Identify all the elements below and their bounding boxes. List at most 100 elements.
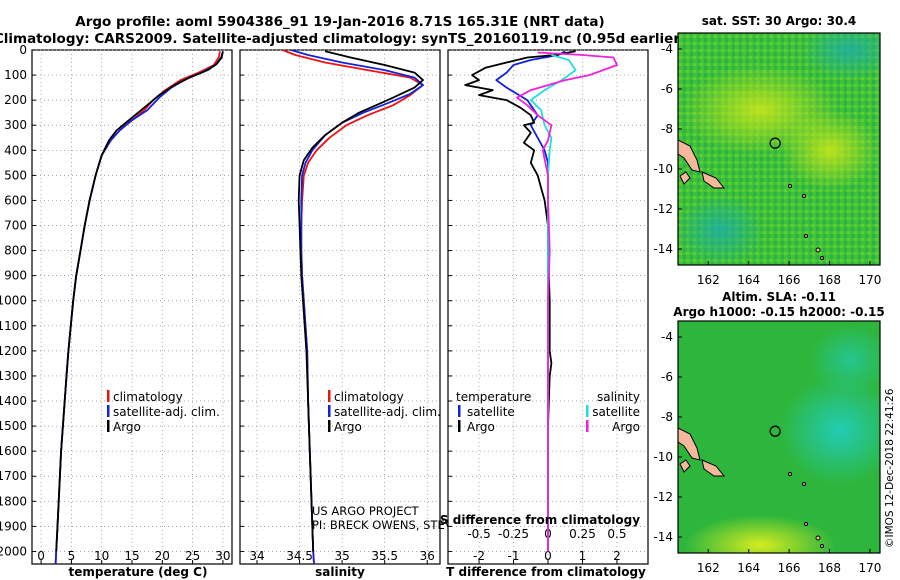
difference-panel: -2 -1 0 1 2 -0.5 -0.25 0 0.25 0.5 S difference f… — [440, 49, 649, 579]
sla-high-patch-2 — [810, 325, 880, 395]
x-tick-label: 34 — [249, 549, 264, 563]
legend-label-t-argo: Argo — [467, 420, 495, 434]
lat-tick-label: -8 — [661, 122, 673, 136]
legend-header-salinity: salinity — [597, 390, 640, 404]
legend-swatch-t-argo — [458, 420, 461, 432]
depth-tick-label: 1200 — [0, 344, 27, 358]
legend-swatch-s-argo — [586, 420, 589, 432]
salinity-tick-labels: 34 34.5 35 35.5 36 — [249, 549, 434, 563]
x-tick-label: 30 — [215, 549, 230, 563]
figure-title-line-2: Climatology: CARS2009. Satellite-adjuste… — [0, 31, 686, 47]
lon-tick-label: 162 — [697, 273, 720, 287]
x-tick-label: 0 — [544, 549, 552, 563]
legend-label-t-satellite: satellite — [467, 405, 515, 419]
x-tick-label: 25 — [185, 549, 200, 563]
depth-tick-label: 1400 — [0, 394, 27, 408]
temperature-axis-label: temperature (deg C) — [69, 565, 208, 579]
depth-tick-label: 300 — [4, 118, 27, 132]
depth-tick-label: 100 — [4, 68, 27, 82]
depth-tick-label: 1300 — [0, 369, 27, 383]
legend-label-climatology: climatology — [113, 390, 183, 404]
x-tick-label: 35 — [334, 549, 349, 563]
salinity-plot-frame — [239, 49, 441, 565]
x2-tick-label: -0.25 — [498, 527, 529, 541]
coastlines — [678, 139, 824, 260]
depth-tick-label: 1700 — [0, 469, 27, 483]
lon-tick-label: 164 — [737, 561, 760, 575]
depth-tick-label: 400 — [4, 143, 27, 157]
legend-swatch-satellite-adj — [328, 405, 331, 417]
legend-label-climatology: climatology — [334, 390, 404, 404]
legend-swatch-satellite-adj — [107, 405, 110, 417]
legend-swatch-climatology — [328, 390, 331, 402]
sla-map-lat-ticks: -4 -6 -8 -10 -12 -14 — [653, 330, 682, 544]
sst-map-lat-ticks: -4 -6 -8 -10 -12 -14 — [653, 42, 682, 256]
lat-tick-label: -6 — [661, 82, 673, 96]
salinity-panel: 34 34.5 35 35.5 36 salinity climatology sate… — [239, 49, 579, 579]
credit-line-1: US ARGO PROJECT — [312, 504, 420, 518]
sst-map-lon-ticks: 162 164 166 168 170 — [697, 261, 881, 287]
legend-swatch-t-satellite — [458, 405, 461, 417]
salinity-gridlines — [240, 49, 440, 564]
x-tick-label: 2 — [613, 549, 621, 563]
depth-tick-label: 1800 — [0, 494, 27, 508]
sla-map-argo-marker — [769, 425, 781, 437]
x-tick-label: 0 — [37, 549, 45, 563]
sst-map-frame — [677, 32, 881, 266]
sst-cool-patch-2 — [678, 195, 765, 265]
difference-legend: temperature salinity satellite Argo sate… — [456, 390, 640, 434]
lat-tick-label: -10 — [653, 162, 673, 176]
depth-tick-label: 1500 — [0, 419, 27, 433]
series-line-t-argo — [464, 50, 576, 552]
sla-map-title-line-1: Altim. SLA: -0.11 — [722, 290, 836, 304]
lon-tick-label: 168 — [818, 273, 841, 287]
lat-tick-label: -14 — [653, 242, 673, 256]
x-tick-label: 36 — [420, 549, 435, 563]
temperature-series — [54, 51, 224, 564]
coastlines — [678, 427, 824, 548]
lat-tick-label: -4 — [661, 330, 673, 344]
depth-tick-label: 0 — [19, 43, 27, 57]
argo-position-marker — [769, 425, 781, 437]
depth-tick-label: 1600 — [0, 444, 27, 458]
lon-tick-label: 170 — [858, 561, 881, 575]
difference-series — [464, 50, 618, 552]
legend-swatch-argo — [107, 420, 110, 432]
x-tick-label: 10 — [94, 549, 109, 563]
temperature-tick-labels: 0 5 10 15 20 25 30 — [37, 549, 230, 563]
sst-map-title: sat. SST: 30 Argo: 30.4 — [702, 14, 856, 28]
sst-cool-patch — [800, 33, 880, 80]
depth-tick-label: 200 — [4, 93, 27, 107]
depth-tick-label: 700 — [4, 219, 27, 233]
lon-tick-label: 168 — [818, 561, 841, 575]
series-line-argo — [55, 51, 224, 552]
s-difference-axis-label: S difference from climatology — [440, 513, 640, 527]
lon-tick-label: 166 — [778, 273, 801, 287]
x-tick-label: 1 — [579, 549, 587, 563]
argo-position-marker — [769, 137, 781, 149]
sla-low-patch — [685, 515, 835, 553]
depth-tick-label: 800 — [4, 244, 27, 258]
series-line-argo — [297, 50, 424, 552]
sst-map-panel: sat. SST: 30 Argo: 30.4 -4-6-8-10-12-14 … — [653, 14, 881, 287]
sst-map-argo-marker — [769, 137, 781, 149]
lat-tick-label: -14 — [653, 530, 673, 544]
salinity-axis-label: salinity — [315, 565, 365, 579]
depth-tick-label: 500 — [4, 168, 27, 182]
legend-swatch-argo — [328, 420, 331, 432]
depth-tick-label: 1000 — [0, 294, 27, 308]
x-tick-label: -2 — [473, 549, 485, 563]
legend-header-temperature: temperature — [456, 390, 531, 404]
depth-tick-label: 1100 — [0, 319, 27, 333]
lon-tick-label: 162 — [697, 561, 720, 575]
x-tick-label: 15 — [124, 549, 139, 563]
series-line-s-satellite — [529, 54, 577, 552]
depth-tick-label: 900 — [4, 269, 27, 283]
lon-tick-label: 166 — [778, 561, 801, 575]
sla-map-title-line-2: Argo h1000: -0.15 h2000: -0.15 — [673, 305, 884, 319]
x2-tick-label: -0.5 — [467, 527, 490, 541]
lon-tick-label: 164 — [737, 273, 760, 287]
difference-tick-labels: -2 -1 0 1 2 — [473, 549, 621, 563]
lat-tick-label: -12 — [653, 202, 673, 216]
